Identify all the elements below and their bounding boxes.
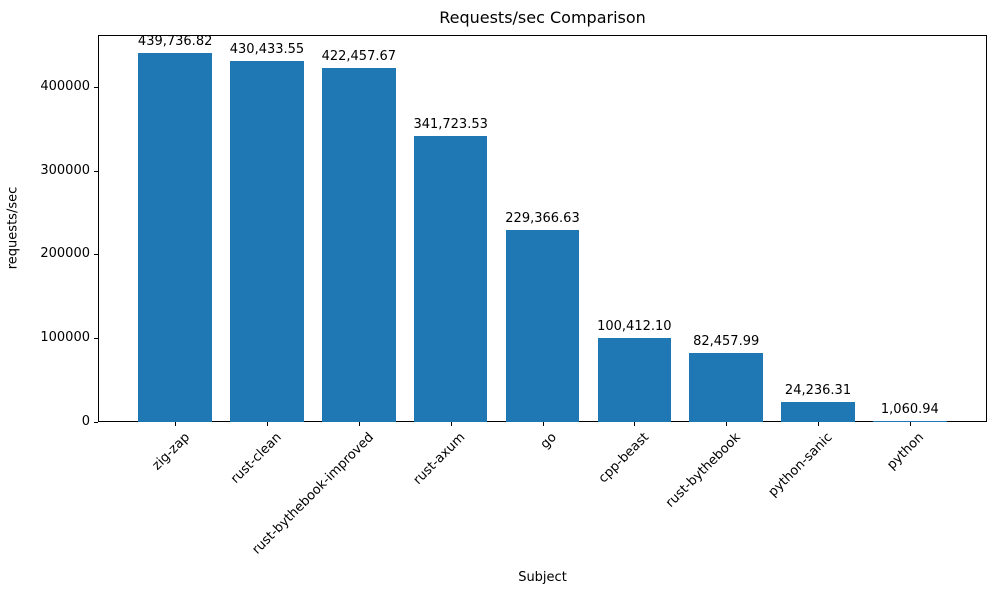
x-tick-label-cpp-beast: cpp-beast	[595, 430, 652, 487]
bar-rust-clean	[230, 61, 304, 422]
x-tick-label-rust-clean: rust-clean	[227, 430, 285, 487]
bar-cpp-beast	[597, 337, 672, 422]
bar-python	[873, 421, 947, 422]
bar-value-label: 82,457.99	[693, 333, 760, 349]
x-tick-mark	[542, 422, 544, 426]
bar-value-label: 430,433.55	[229, 42, 305, 58]
y-tick-mark	[94, 254, 98, 256]
y-tick-label: 100000	[40, 330, 90, 346]
bar-rust-axum	[413, 135, 488, 422]
x-tick-mark	[634, 422, 636, 426]
y-tick-label: 400000	[40, 78, 90, 94]
bar-rust-bythebook	[689, 352, 763, 422]
x-tick-mark	[726, 422, 728, 426]
y-tick-mark	[94, 338, 98, 340]
x-tick-mark	[266, 422, 268, 426]
y-tick-mark	[94, 422, 98, 423]
x-tick-mark	[450, 422, 452, 426]
y-tick-label: 0	[81, 414, 90, 429]
y-tick-mark	[94, 170, 98, 172]
x-tick-label-rust-bythebook: rust-bythebook	[663, 430, 744, 511]
bar-rust-bythebook-improved	[322, 67, 396, 422]
x-tick-mark	[175, 422, 177, 426]
x-tick-label-python-sanic: python-sanic	[765, 430, 836, 500]
x-axis-label: Subject	[518, 570, 567, 585]
y-axis-label: requests/sec	[5, 186, 21, 270]
y-tick-label: 200000	[40, 246, 90, 262]
bar-go	[505, 229, 580, 422]
x-tick-label-zig-zap: zig-zap	[149, 430, 193, 474]
bar-value-label: 100,412.10	[597, 318, 672, 334]
bar-value-label: 422,457.67	[321, 48, 397, 64]
y-tick-label: 300000	[40, 162, 90, 178]
bar-value-label: 1,060.94	[880, 402, 939, 418]
bar-zig-zap	[138, 53, 212, 422]
x-tick-label-python: python	[884, 430, 928, 473]
y-tick-mark	[94, 86, 98, 88]
bar-value-label: 439,736.82	[137, 34, 213, 50]
chart-title: Requests/sec Comparison	[439, 8, 646, 27]
bar-python-sanic	[781, 401, 855, 422]
x-tick-label-rust-axum: rust-axum	[410, 430, 469, 488]
bar-value-label: 24,236.31	[784, 382, 852, 398]
bar-value-label: 229,366.63	[505, 210, 580, 226]
x-tick-mark	[818, 422, 820, 426]
bar-value-label: 341,723.53	[413, 116, 488, 132]
x-tick-mark	[358, 422, 360, 426]
x-tick-label-go: go	[538, 430, 561, 453]
x-tick-mark	[909, 422, 911, 426]
